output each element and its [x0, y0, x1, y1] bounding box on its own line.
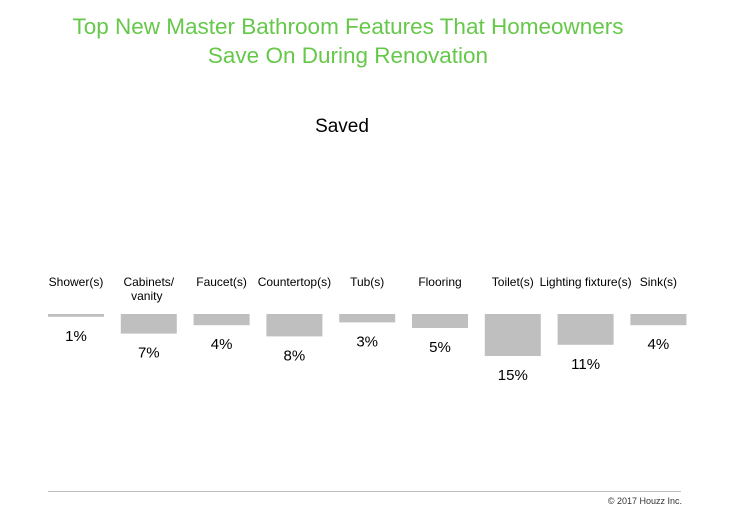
- category-label: Faucet(s): [196, 275, 247, 289]
- chart-title-line-2: Save On During Renovation: [207, 43, 489, 68]
- category-label: Tub(s): [350, 275, 384, 289]
- chart-subtitle: Saved: [315, 116, 369, 137]
- bar: [339, 314, 396, 323]
- value-label: 4%: [648, 336, 670, 353]
- bar: [412, 314, 468, 328]
- value-label: 15%: [498, 367, 528, 384]
- category-label: Flooring: [418, 275, 461, 289]
- bar: [266, 314, 323, 337]
- value-label: 4%: [211, 336, 233, 353]
- value-label: 5%: [429, 339, 451, 356]
- footer-divider: [48, 491, 681, 492]
- bar: [120, 314, 177, 334]
- bar: [557, 314, 614, 345]
- category-label: Cabinets/vanity: [123, 275, 174, 303]
- value-label: 3%: [356, 333, 378, 350]
- value-label: 1%: [65, 328, 87, 345]
- copyright-text: © 2017 Houzz Inc.: [607, 496, 682, 506]
- category-label: Toilet(s): [492, 275, 534, 289]
- category-label: Shower(s): [49, 275, 104, 289]
- bar: [48, 314, 104, 317]
- bar: [484, 314, 541, 356]
- chart-title-line-1: Top New Master Bathroom Features That Ho…: [72, 14, 624, 39]
- chart-title: Top New Master Bathroom Features That Ho…: [0, 12, 696, 70]
- bar: [193, 314, 250, 326]
- category-label: Countertop(s): [258, 275, 331, 289]
- category-label: Lighting fixture(s): [540, 275, 632, 289]
- value-label: 8%: [284, 347, 306, 364]
- category-label: Sink(s): [640, 275, 677, 289]
- bar: [630, 314, 687, 326]
- value-label: 7%: [138, 345, 160, 362]
- value-label: 11%: [571, 356, 600, 373]
